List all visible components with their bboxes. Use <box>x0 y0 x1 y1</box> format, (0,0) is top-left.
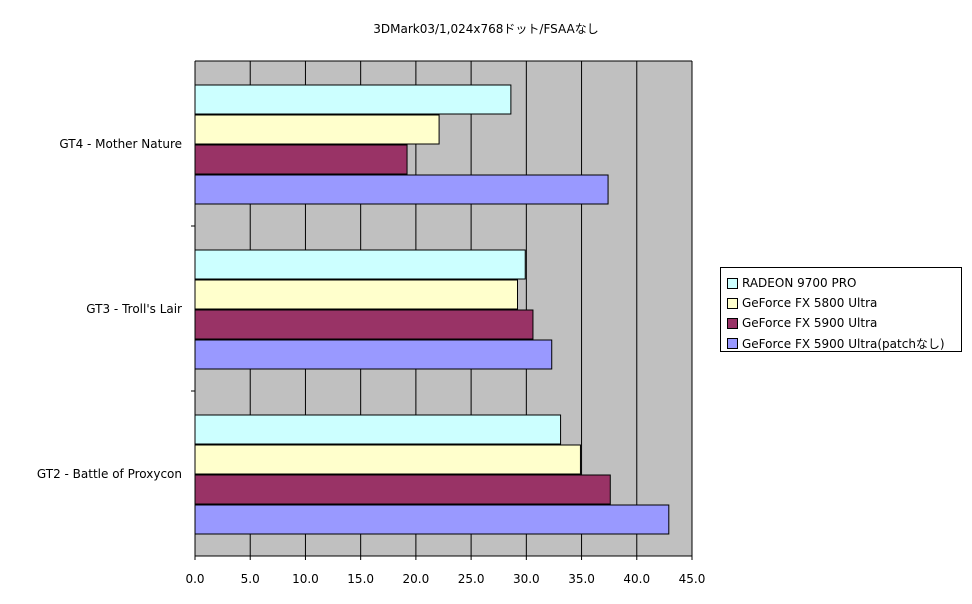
x-tick-label: 20.0 <box>403 572 430 586</box>
legend-item: GeForce FX 5900 Ultra <box>727 313 961 333</box>
bar <box>194 114 440 145</box>
x-tick-label: 25.0 <box>458 572 485 586</box>
x-tick-label: 5.0 <box>241 572 260 586</box>
legend-item: RADEON 9700 PRO <box>727 273 961 293</box>
bar <box>194 279 518 310</box>
x-tick-label: 0.0 <box>185 572 204 586</box>
legend-label: GeForce FX 5800 Ultra <box>742 296 878 310</box>
x-tick-label: 10.0 <box>292 572 319 586</box>
y-category-label: GT4 - Mother Nature <box>59 137 182 151</box>
legend-label: GeForce FX 5900 Ultra(patchなし) <box>742 336 945 351</box>
bar <box>194 474 611 505</box>
bar <box>194 414 562 445</box>
x-tick-label: 15.0 <box>347 572 374 586</box>
legend-label: GeForce FX 5900 Ultra <box>742 316 878 330</box>
legend-swatch <box>727 317 738 329</box>
x-tick-label: 40.0 <box>623 572 650 586</box>
legend-item: GeForce FX 5900 Ultra(patchなし) <box>727 333 961 353</box>
bar <box>194 504 670 535</box>
x-tick-label: 35.0 <box>568 572 595 586</box>
legend-swatch <box>727 297 738 309</box>
bar <box>194 174 609 205</box>
legend-swatch <box>727 277 738 289</box>
legend-item: GeForce FX 5800 Ultra <box>727 293 961 313</box>
bar <box>194 84 512 115</box>
bar <box>194 309 534 340</box>
legend-label: RADEON 9700 PRO <box>742 276 857 290</box>
legend: RADEON 9700 PRO GeForce FX 5800 Ultra Ge… <box>720 267 962 352</box>
y-category-label: GT2 - Battle of Proxycon <box>37 467 182 481</box>
y-category-label: GT3 - Troll's Lair <box>86 302 182 316</box>
bar <box>194 144 408 175</box>
plot-area: 0.0 5.0 10.0 15.0 20.0 25.0 30.0 35.0 40.0 45.0 GT… <box>37 60 706 586</box>
bar <box>194 444 581 475</box>
chart-title: 3DMark03/1,024x768ドット/FSAAなし <box>373 22 598 36</box>
x-tick-label: 45.0 <box>679 572 706 586</box>
bar <box>194 249 526 280</box>
legend-swatch <box>727 337 738 349</box>
bar <box>194 339 553 370</box>
x-tick-label: 30.0 <box>513 572 540 586</box>
